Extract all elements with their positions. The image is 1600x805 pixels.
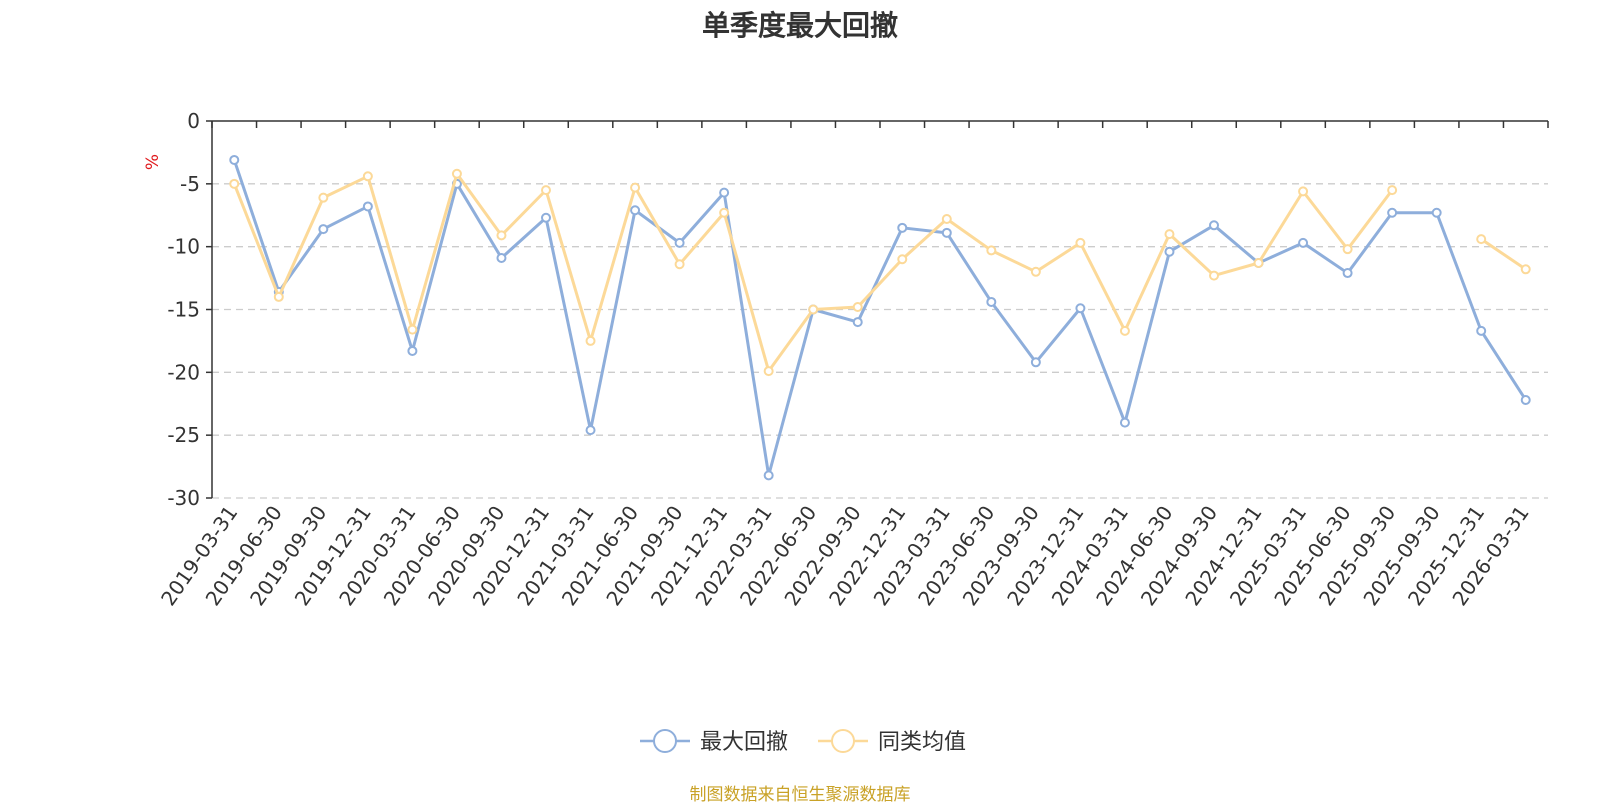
data-point[interactable] [763, 470, 774, 481]
legend-item-1[interactable]: 同类均值 [818, 729, 966, 755]
data-point[interactable] [1520, 264, 1531, 275]
data-point[interactable] [229, 178, 240, 189]
data-point[interactable] [1164, 246, 1175, 257]
data-point[interactable] [763, 366, 774, 377]
data-point[interactable] [1520, 394, 1531, 405]
data-point[interactable] [273, 291, 284, 302]
y-tick-label: -25 [167, 423, 200, 447]
data-point[interactable] [1030, 357, 1041, 368]
data-point[interactable] [1075, 303, 1086, 314]
data-point[interactable] [719, 207, 730, 218]
data-point[interactable] [852, 301, 863, 312]
chart-title: 单季度最大回撤 [701, 9, 898, 42]
legend-label: 同类均值 [878, 730, 966, 755]
data-point[interactable] [1164, 229, 1175, 240]
data-point[interactable] [674, 237, 685, 248]
data-point[interactable] [1298, 237, 1309, 248]
y-tick-label: -30 [167, 486, 200, 510]
data-point[interactable] [897, 254, 908, 265]
y-tick-label: -5 [180, 172, 200, 196]
data-point[interactable] [719, 187, 730, 198]
data-point[interactable] [1119, 417, 1130, 428]
data-point[interactable] [1253, 258, 1264, 269]
series-lines [229, 154, 1531, 481]
data-point[interactable] [1075, 237, 1086, 248]
data-point[interactable] [362, 171, 373, 182]
data-point[interactable] [496, 252, 507, 263]
data-point[interactable] [541, 185, 551, 196]
data-point[interactable] [674, 259, 685, 270]
y-tick-label: -15 [167, 298, 200, 322]
data-point[interactable] [1431, 207, 1442, 218]
data-point[interactable] [318, 224, 329, 235]
legend-label: 最大回撤 [700, 730, 788, 755]
data-point[interactable] [986, 296, 997, 307]
y-tick-labels: 0 -5 -10 -15 -20 -25 -30 [167, 109, 200, 510]
axes [206, 120, 1549, 499]
data-point[interactable] [1119, 325, 1130, 336]
data-point[interactable] [1476, 325, 1487, 336]
legend-marker [831, 729, 855, 753]
legend-item-0[interactable]: 最大回撤 [640, 729, 788, 755]
data-point[interactable] [1209, 220, 1219, 231]
data-point[interactable] [1298, 186, 1309, 197]
data-point[interactable] [1342, 268, 1353, 279]
data-point[interactable] [630, 182, 641, 193]
y-tick-label: -10 [167, 235, 200, 259]
data-point[interactable] [986, 245, 997, 256]
legend-marker [653, 729, 677, 753]
data-point[interactable] [585, 335, 596, 346]
data-point[interactable] [1030, 266, 1041, 277]
data-point[interactable] [407, 345, 418, 356]
data-point[interactable] [541, 212, 551, 223]
y-tick-label: 0 [187, 109, 200, 133]
data-point[interactable] [852, 317, 863, 328]
y-tick-label: -20 [167, 360, 200, 384]
data-point[interactable] [1476, 234, 1487, 245]
grid-lines [212, 183, 1548, 499]
series-line-0 [232, 159, 1527, 477]
data-point[interactable] [362, 201, 373, 212]
data-point[interactable] [1209, 270, 1219, 281]
data-point[interactable] [229, 154, 240, 165]
data-point[interactable] [1387, 185, 1398, 196]
data-point[interactable] [496, 230, 507, 241]
data-point[interactable] [941, 214, 952, 225]
data-point[interactable] [630, 205, 641, 216]
data-point[interactable] [585, 425, 596, 436]
data-point[interactable] [407, 324, 418, 335]
x-tick-labels: 2019-03-312019-06-302019-09-302019-12-31… [156, 501, 1534, 610]
y-axis-label: % [143, 154, 163, 170]
data-point[interactable] [808, 304, 819, 315]
legend: 最大回撤 同类均值 [640, 729, 966, 755]
data-point[interactable] [897, 222, 908, 233]
data-point[interactable] [451, 168, 462, 179]
series-line-1 [1480, 237, 1527, 271]
data-point[interactable] [941, 227, 952, 238]
source-note: 制图数据来自恒生聚源数据库 [689, 785, 911, 805]
data-point[interactable] [318, 192, 329, 203]
data-point[interactable] [1342, 244, 1353, 255]
data-point[interactable] [1387, 207, 1398, 218]
